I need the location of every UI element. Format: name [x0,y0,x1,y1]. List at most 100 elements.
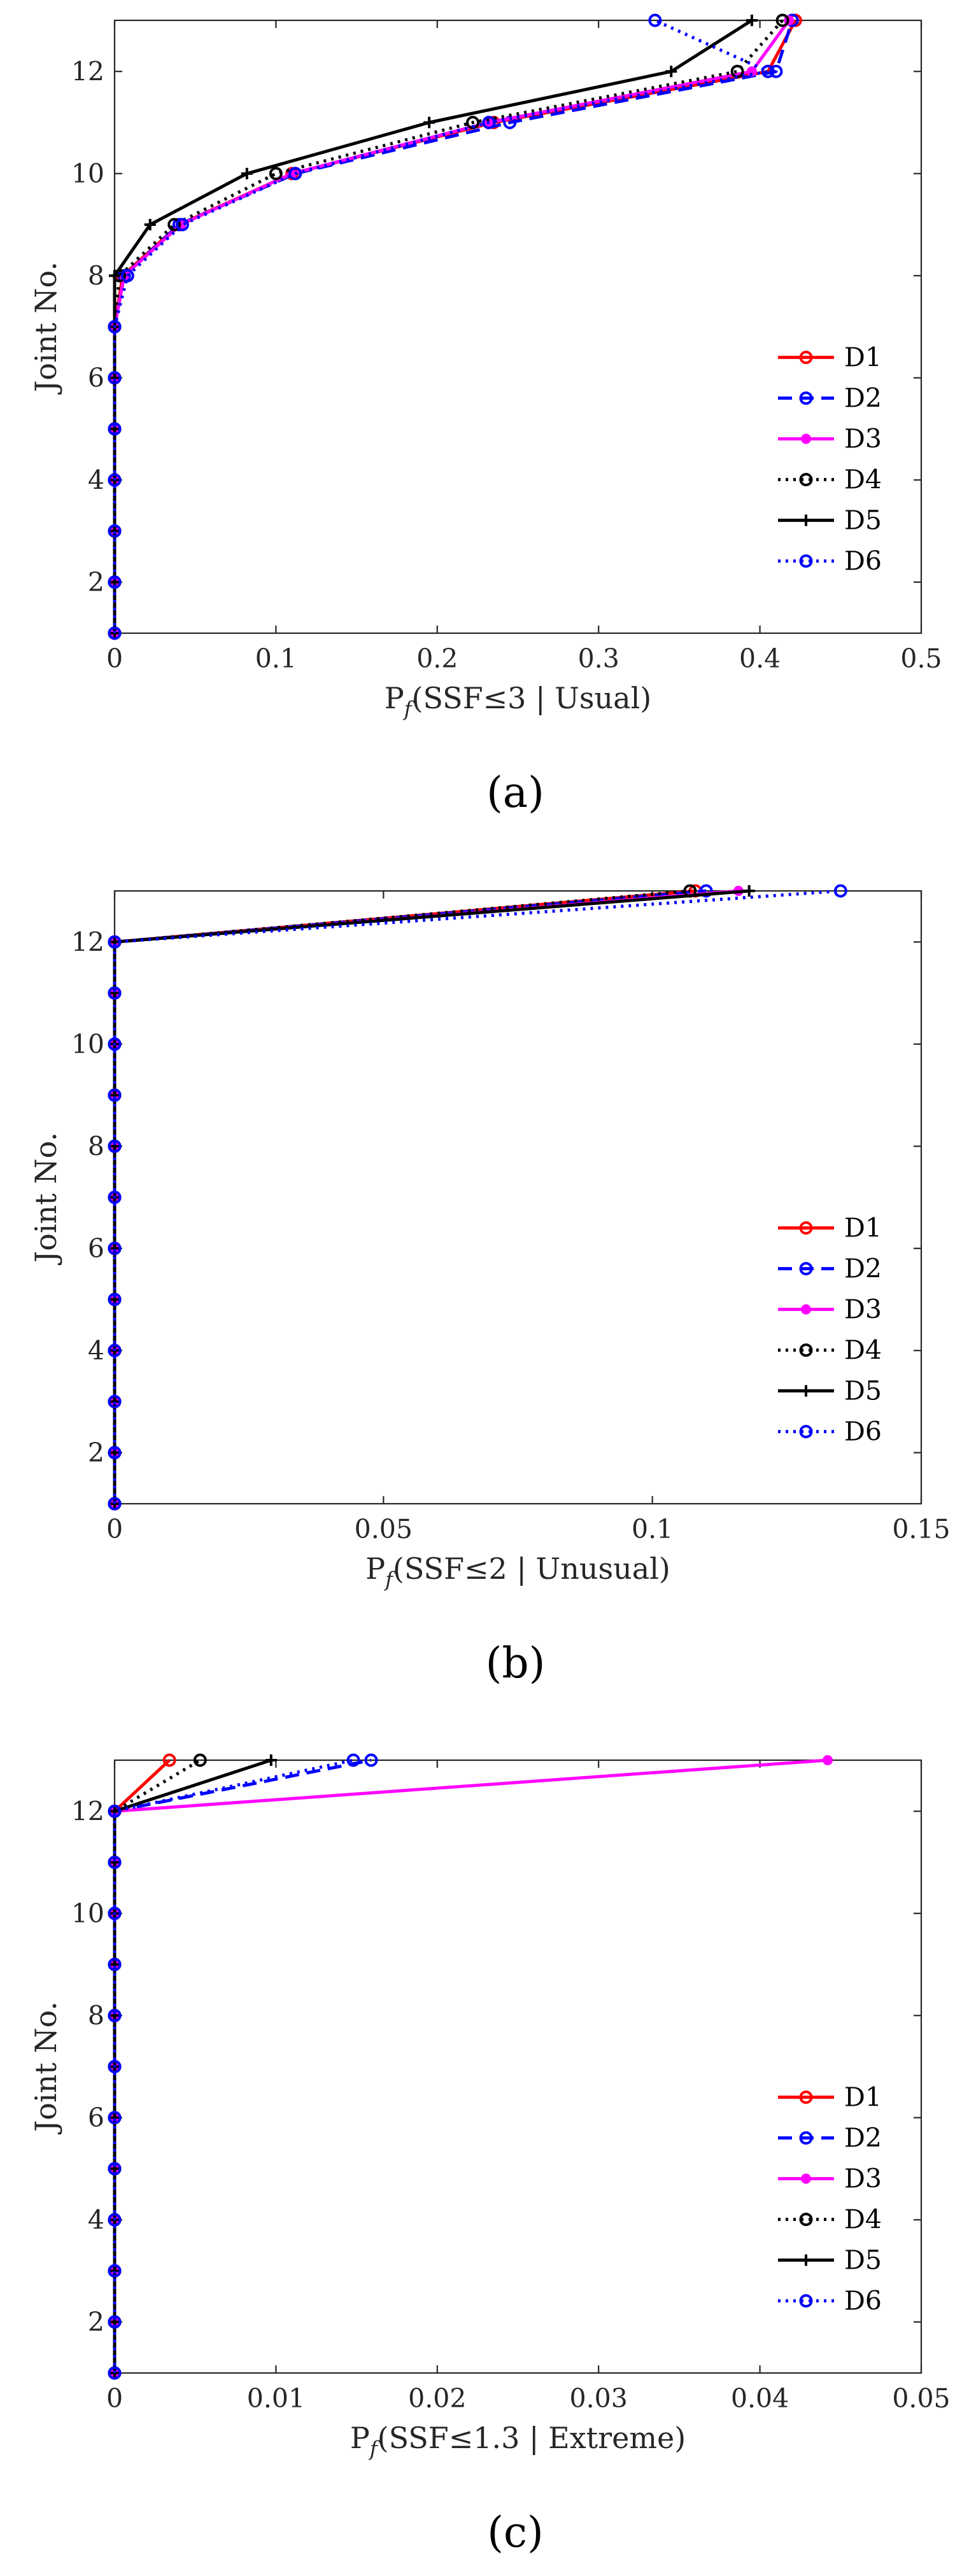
legend-marker-d4 [799,473,813,487]
point-d2 [769,64,783,78]
point-d6 [108,1957,122,1971]
point-d5 [423,116,435,129]
series-layer [108,13,802,640]
x-tick-label: 0.04 [731,2383,789,2414]
point-d6 [108,1139,122,1153]
x-tick-label: 0.03 [570,2383,628,2414]
point-d6 [108,575,122,589]
y-tick-label: 6 [88,2103,104,2133]
x-tick-label: 0 [106,643,123,674]
panels: 0 0.1 0.2 0.3 0.4 0.5 2 4 6 8 10 12 Joint No. Pf(SSF≤… [29,13,951,2557]
point-d4 [775,13,789,27]
legend-label-d1: D1 [844,342,882,373]
point-d5 [109,987,120,999]
x-tick-label: 0.4 [739,643,781,674]
point-d5 [109,2265,120,2277]
point-d4 [167,218,181,232]
y-tick-label: 10 [71,1029,104,1060]
y-tick-label: 4 [88,2204,104,2235]
x-axis-label-prefix: P [385,681,404,715]
y-tick-label: 10 [71,1898,104,1929]
panel-label: (b) [486,1639,546,1688]
point-d4 [193,1753,207,1767]
legend-marker-d3 [801,1304,811,1315]
x-axis-label-text: (SSF≤2 | Unusual) [393,1551,670,1586]
y-tick-label: 12 [71,56,104,87]
legend-label-d4: D4 [844,1335,882,1366]
legend: D1 D2 D3 D4 D5 D6 [778,342,882,577]
point-d6 [108,626,122,640]
y-tick-label: 6 [88,363,104,393]
y-tick-label: 4 [88,465,104,495]
point-d6 [108,1037,122,1051]
x-axis-label: Pf(SSF≤3 | Usual) [385,681,652,721]
point-d6 [108,2162,122,2176]
legend-marker-d5 [800,2254,812,2266]
point-d6 [108,2111,122,2125]
panel-label: (a) [486,768,544,817]
point-d3 [823,1755,833,1765]
point-d5 [109,2111,120,2124]
x-axis-label-prefix: P [350,2421,370,2455]
point-d6 [108,2264,122,2278]
x-axis-label-text: (SSF≤3 | Usual) [412,681,652,715]
x-tick-label: 0.2 [416,643,458,674]
legend-marker-d3 [801,433,811,444]
y-tick-label: 8 [88,260,104,291]
series-layer [108,884,847,1511]
legend-marker-d2 [799,2131,813,2145]
legend-label-d6: D6 [844,2286,882,2316]
legend-label-d2: D2 [844,383,882,414]
x-tick-label: 0.3 [578,643,619,674]
legend-label-d6: D6 [844,1417,882,1447]
y-tick-label: 12 [71,1796,104,1826]
x-axis-label-text: (SSF≤1.3 | Extreme) [378,2421,686,2455]
y-axis-label: Joint No. [29,2001,63,2134]
y-tick-label: 6 [88,1233,104,1264]
legend-marker-d2 [799,391,813,405]
point-d6 [108,1907,122,1921]
y-tick-label: 4 [88,1335,104,1366]
point-d5 [241,167,253,179]
y-tick-label: 8 [88,1131,104,1161]
x-axis-label: Pf(SSF≤2 | Unusual) [365,1551,670,1592]
x-tick-label: 0.02 [408,2383,466,2414]
legend: D1 D2 D3 D4 D5 D6 [778,1213,882,1447]
panel-c: 0 0.01 0.02 0.03 0.04 0.05 2 4 6 8 10 12 Joint No. Pf… [29,1753,951,2557]
x-tick-label: 0.1 [255,643,297,674]
point-d6 [761,64,775,78]
legend-marker-d2 [799,1262,813,1276]
y-axis-label: Joint No. [29,1132,63,1265]
point-d6 [108,1343,122,1357]
point-d5 [109,525,120,537]
legend-marker-d6 [799,2294,813,2308]
legend-marker-d1 [799,1221,813,1235]
legend-marker-d5 [800,514,812,526]
point-d6 [175,218,189,232]
point-d6 [108,1395,122,1408]
series-line-d6 [113,1758,354,2373]
legend-label-d6: D6 [844,546,882,577]
legend-label-d5: D5 [844,505,882,536]
legend-marker-d1 [799,2090,813,2104]
legend-marker-d4 [799,2213,813,2227]
legend-label-d2: D2 [844,1254,882,1284]
x-tick-label: 0.5 [900,643,942,674]
point-d6 [108,473,122,487]
point-d2 [699,884,713,898]
point-d5 [109,270,120,282]
x-tick-label: 0.05 [355,1514,413,1544]
point-d2 [364,1753,378,1767]
point-d6 [108,2008,122,2022]
point-d6 [108,320,122,333]
point-d4 [269,167,283,181]
legend-label-d3: D3 [844,424,882,454]
series-layer [108,1753,833,2380]
point-d6 [108,371,122,385]
panel-b: 0 0.05 0.1 0.15 2 4 6 8 10 12 Joint No. Pf(SSF≤2 | … [29,884,951,1688]
point-d6 [108,935,122,949]
point-d6 [108,986,122,1000]
point-d5 [665,66,677,78]
legend-marker-d6 [799,554,813,568]
